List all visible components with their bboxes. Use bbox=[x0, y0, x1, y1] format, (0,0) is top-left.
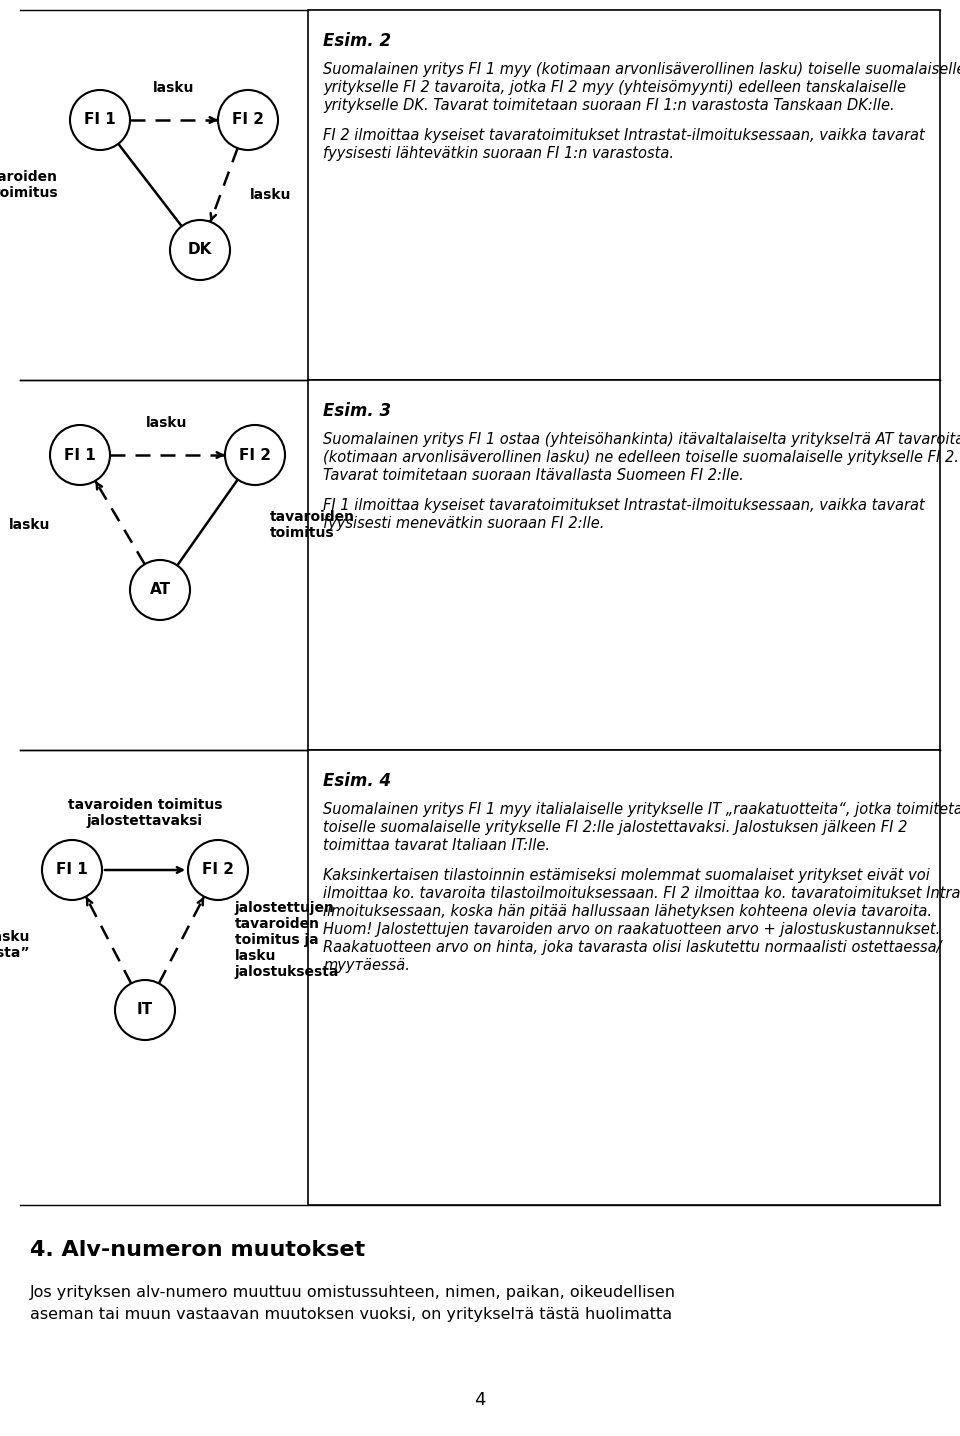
Text: IT: IT bbox=[137, 1002, 153, 1018]
Text: tavaroiden toimitus
jalostettavaksi: tavaroiden toimitus jalostettavaksi bbox=[68, 798, 223, 829]
Text: 4: 4 bbox=[474, 1391, 486, 1409]
Text: fyysisesti lähtevätkin suoraan FI 1:n varastosta.: fyysisesti lähtevätkin suoraan FI 1:n va… bbox=[323, 146, 674, 161]
Text: FI 2: FI 2 bbox=[239, 448, 271, 462]
Text: DK: DK bbox=[188, 243, 212, 257]
Text: Suomalainen yritys FI 1 ostaa (yhteisöhankinta) itävaltalaiselta yritykselтä AT : Suomalainen yritys FI 1 ostaa (yhteisöha… bbox=[323, 432, 960, 447]
Text: ilmoituksessaan, koska hän pitää hallussaan lähetyksen kohteena olevia tavaroita: ilmoituksessaan, koska hän pitää halluss… bbox=[323, 905, 932, 919]
Text: toimittaa tavarat Italiaan IT:lle.: toimittaa tavarat Italiaan IT:lle. bbox=[323, 839, 550, 853]
Text: FI 2 ilmoittaa kyseiset tavaratoimitukset Intrastat-ilmoituksessaan, vaikka tava: FI 2 ilmoittaa kyseiset tavaratoimitukse… bbox=[323, 128, 924, 144]
Text: fyysisesti menevätkin suoraan FI 2:lle.: fyysisesti menevätkin suoraan FI 2:lle. bbox=[323, 516, 605, 531]
Text: Suomalainen yritys FI 1 myy italialaiselle yritykselle IT „raakatuotteita“, jotk: Suomalainen yritys FI 1 myy italialaisel… bbox=[323, 801, 960, 817]
Bar bbox=[308, 381, 940, 750]
Text: FI 2: FI 2 bbox=[232, 112, 264, 128]
Text: Raakatuotteen arvo on hinta, joka tavarasta olisi laskutettu normaalisti ostetta: Raakatuotteen arvo on hinta, joka tavara… bbox=[323, 941, 942, 955]
Text: FI 2: FI 2 bbox=[202, 863, 234, 877]
Circle shape bbox=[170, 220, 230, 280]
Circle shape bbox=[218, 90, 278, 149]
Text: AT: AT bbox=[150, 583, 171, 597]
Text: (kotimaan arvonlisäverollinen lasku) ne edelleen toiselle suomalaiselle yritykse: (kotimaan arvonlisäverollinen lasku) ne … bbox=[323, 449, 959, 465]
Text: Tavarat toimitetaan suoraan Itävallasta Suomeen FI 2:lle.: Tavarat toimitetaan suoraan Itävallasta … bbox=[323, 468, 744, 482]
Bar bbox=[308, 10, 940, 381]
Text: toiselle suomalaiselle yritykselle FI 2:lle jalostettavaksi. Jalostuksen jälkeen: toiselle suomalaiselle yritykselle FI 2:… bbox=[323, 820, 907, 834]
Text: FI 1: FI 1 bbox=[64, 448, 96, 462]
Text: FI 1: FI 1 bbox=[56, 863, 88, 877]
Circle shape bbox=[188, 840, 248, 900]
Text: yritykselle DK. Tavarat toimitetaan suoraan FI 1:n varastosta Tanskaan DK:lle.: yritykselle DK. Tavarat toimitetaan suor… bbox=[323, 98, 895, 113]
Text: lasku: lasku bbox=[250, 188, 292, 202]
Circle shape bbox=[130, 560, 190, 620]
Text: lasku
“raakatuotteesta”: lasku “raakatuotteesta” bbox=[0, 931, 30, 961]
Text: ilmoittaa ko. tavaroita tilastoilmoituksessaan. FI 2 ilmoittaa ko. tavaratoimitu: ilmoittaa ko. tavaroita tilastoilmoituks… bbox=[323, 886, 960, 900]
Text: aseman tai muun vastaavan muutoksen vuoksi, on yritykselтä tästä huolimatta: aseman tai muun vastaavan muutoksen vuok… bbox=[30, 1307, 672, 1323]
Text: lasku: lasku bbox=[154, 80, 195, 95]
Text: myyтäessä.: myyтäessä. bbox=[323, 958, 410, 974]
Circle shape bbox=[50, 425, 110, 485]
Text: FI 1: FI 1 bbox=[84, 112, 116, 128]
Text: tavaroiden
toimitus: tavaroiden toimitus bbox=[0, 169, 58, 200]
Text: lasku: lasku bbox=[9, 518, 50, 531]
Text: FI 1 ilmoittaa kyseiset tavaratoimitukset Intrastat-ilmoituksessaan, vaikka tava: FI 1 ilmoittaa kyseiset tavaratoimitukse… bbox=[323, 498, 924, 513]
Text: tavaroiden
toimitus: tavaroiden toimitus bbox=[270, 510, 355, 540]
Text: Huom! Jalostettujen tavaroiden arvo on raakatuotteen arvo + jalostuskustannukset: Huom! Jalostettujen tavaroiden arvo on r… bbox=[323, 922, 940, 938]
Text: 4. Alv-numeron muutokset: 4. Alv-numeron muutokset bbox=[30, 1241, 365, 1259]
Text: Esim. 3: Esim. 3 bbox=[323, 402, 391, 419]
Bar bbox=[308, 750, 940, 1205]
Text: Jos yrityksen alv-numero muuttuu omistussuhteen, nimen, paikan, oikeudellisen: Jos yrityksen alv-numero muuttuu omistus… bbox=[30, 1285, 676, 1300]
Text: Esim. 2: Esim. 2 bbox=[323, 32, 391, 50]
Text: Esim. 4: Esim. 4 bbox=[323, 773, 391, 790]
Circle shape bbox=[42, 840, 102, 900]
Text: Suomalainen yritys FI 1 myy (kotimaan arvonlisäverollinen lasku) toiselle suomal: Suomalainen yritys FI 1 myy (kotimaan ar… bbox=[323, 62, 960, 78]
Circle shape bbox=[70, 90, 130, 149]
Text: jalostettujen
tavaroiden
toimitus ja
lasku
jalostuksesta: jalostettujen tavaroiden toimitus ja las… bbox=[235, 900, 340, 979]
Text: lasku: lasku bbox=[146, 416, 188, 429]
Text: yritykselle FI 2 tavaroita, jotka FI 2 myy (yhteisömyynti) edelleen tanskalaisel: yritykselle FI 2 tavaroita, jotka FI 2 m… bbox=[323, 80, 906, 95]
Text: Kaksinkertaisen tilastoinnin estämiseksi molemmat suomalaiset yritykset eivät vo: Kaksinkertaisen tilastoinnin estämiseksi… bbox=[323, 867, 930, 883]
Circle shape bbox=[225, 425, 285, 485]
Circle shape bbox=[115, 979, 175, 1040]
